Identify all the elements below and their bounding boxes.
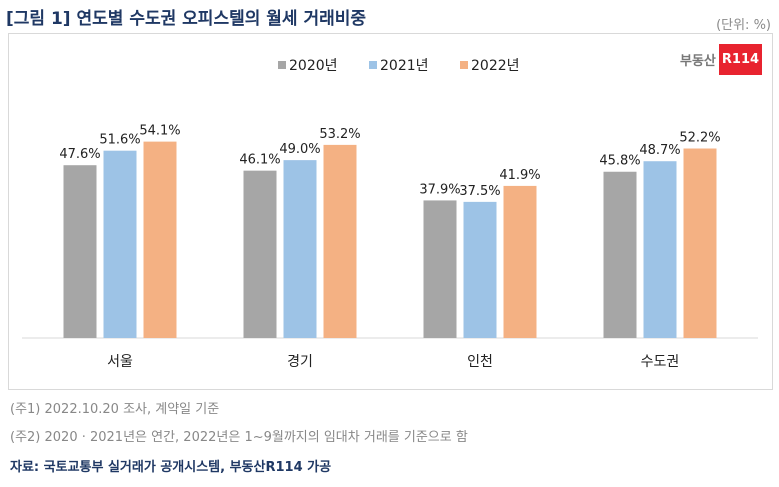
data-label: 45.8% <box>599 154 640 169</box>
bar <box>243 170 277 338</box>
bar <box>643 161 677 338</box>
data-label: 47.6% <box>59 147 100 162</box>
bar <box>143 141 177 338</box>
source-text: 자료: 국토교통부 실거래가 공개시스템, 부동산R114 가공 <box>10 460 332 475</box>
category-label: 서울 <box>107 354 133 370</box>
legend-label: 2021년 <box>380 58 429 74</box>
category-label: 수도권 <box>641 354 680 370</box>
chart-title: [그림 1] 연도별 수도권 오피스텔의 월세 거래비중 <box>6 9 367 29</box>
note-2: (주2) 2020 · 2021년은 연간, 2022년은 1~9월까지의 임대… <box>10 430 468 445</box>
legend-swatch <box>369 61 377 69</box>
logo-text: 부동산 <box>680 54 716 69</box>
bar <box>323 144 357 338</box>
data-label: 49.0% <box>279 142 320 157</box>
bar <box>423 200 457 338</box>
data-label: 51.6% <box>99 133 140 148</box>
bar <box>283 160 317 338</box>
bar <box>603 171 637 338</box>
category-label: 인천 <box>467 354 493 370</box>
data-label: 37.9% <box>419 182 460 197</box>
bar <box>103 150 137 338</box>
legend-label: 2022년 <box>471 58 520 74</box>
category-label: 경기 <box>287 354 313 370</box>
data-label: 52.2% <box>679 131 720 146</box>
data-label: 54.1% <box>139 124 180 139</box>
data-label: 37.5% <box>459 184 500 199</box>
bar <box>683 148 717 338</box>
bar <box>503 185 537 338</box>
bar <box>463 201 497 338</box>
data-label: 46.1% <box>239 153 280 168</box>
data-label: 48.7% <box>639 143 680 158</box>
data-label: 53.2% <box>319 127 360 142</box>
logo-badge: R114 <box>718 44 763 75</box>
legend-label: 2020년 <box>289 58 338 74</box>
r114-logo: 부동산 R114 <box>680 44 763 75</box>
legend-swatch <box>460 61 468 69</box>
unit-label: (단위: %) <box>716 18 771 33</box>
note-1: (주1) 2022.10.20 조사, 계약일 기준 <box>10 402 220 417</box>
bar <box>63 165 97 338</box>
legend-swatch <box>278 61 286 69</box>
data-label: 41.9% <box>499 168 540 183</box>
